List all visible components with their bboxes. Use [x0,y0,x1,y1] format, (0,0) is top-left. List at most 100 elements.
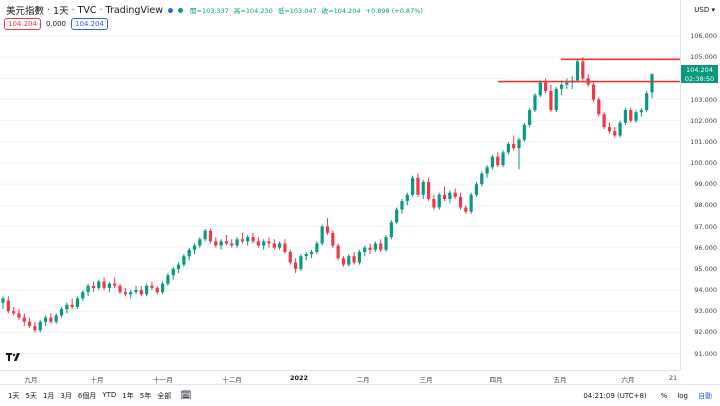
candle [1,296,5,310]
symbol-row[interactable]: 美元指數 · 1天 · TVC · TradingView 開=103.337 … [6,3,426,18]
candle [198,237,202,248]
candle-body [203,230,207,240]
separator: · [99,4,103,16]
candle [538,80,542,98]
candle-body [458,196,463,208]
candle [171,266,175,280]
candle-body [102,281,106,288]
candle [368,243,372,255]
indicator-row[interactable]: 104.204 0.000 104.204 [4,18,108,30]
range-button[interactable]: 6個月 [77,391,97,400]
candle-body [192,245,197,250]
candle-body [357,251,362,263]
candles [1,57,654,333]
indicator-value-blue[interactable]: 104.204 [71,18,108,30]
candle [528,107,532,128]
candle-body [474,184,479,195]
time-tick-label: 2022 [289,374,309,382]
candle [309,249,314,259]
candle [187,247,191,261]
range-button[interactable]: YTD [102,390,117,399]
range-button[interactable]: 1年 [122,391,134,400]
candle-body [442,194,447,199]
candle [384,234,388,252]
currency-label: USD [694,6,710,14]
price-tick-label: 105.000 [690,53,717,62]
price-tick-label: 101.000 [690,137,717,146]
candle-body [129,292,133,295]
indicator-value-red[interactable]: 104.204 [4,18,41,30]
candle-body [123,292,127,295]
range-button[interactable]: 5年 [139,391,152,400]
candle-body [629,110,633,121]
candle [102,277,106,291]
candle [480,171,484,187]
candle-body [597,99,601,115]
candle-body [86,285,90,293]
candle-body [405,194,409,202]
candle-body [17,313,21,318]
log-toggle[interactable]: log [677,391,688,400]
candle-body [171,268,175,276]
candle-body [538,82,542,96]
candle-body [155,287,159,293]
candle [160,281,165,295]
separator: · [47,4,51,16]
candle [22,313,26,327]
separator: · [71,4,75,16]
candle [81,290,85,301]
candle [166,273,170,286]
candle-body [395,209,399,223]
candle-body [575,61,580,81]
percent-toggle[interactable]: % [660,391,668,400]
candle [613,127,617,138]
candle [123,287,127,297]
interval-label[interactable]: 1天 [53,6,69,17]
calendar-icon[interactable]: 🗓 [180,390,192,401]
candle [43,315,48,327]
candle [559,80,564,96]
range-button[interactable]: 3月 [60,391,72,400]
candlestick-chart[interactable] [0,28,680,370]
candle-body [49,317,53,322]
currency-selector[interactable]: USD ▾ [694,6,715,14]
time-axis[interactable]: 九月 十月 十一月 十二月 2022 二月 三月 四月 五月 六月 21 [0,370,680,384]
candle-body [107,283,111,288]
clock-readout[interactable]: 04:21:09 (UTC+8) [583,391,647,400]
price-tick-label: 92.000 [694,328,717,337]
candle-body [293,262,298,269]
range-button[interactable]: 5天 [25,391,37,400]
candle [17,309,21,320]
market-status-icon[interactable] [168,7,173,13]
range-button[interactable]: 1天 [8,391,20,400]
candle [288,249,292,265]
price-axis[interactable]: USD ▾ 106.000105.000104.000103.000102.00… [680,0,720,370]
candle [331,230,335,248]
candle-body [485,167,489,174]
candle [575,59,580,83]
candle-body [262,241,266,246]
live-status-icon[interactable] [178,7,183,13]
time-tick-label: 九月 [24,376,38,384]
candle [182,254,186,267]
candle-body [645,93,649,111]
candle-body [432,199,436,208]
candle-body [613,131,617,136]
time-tick-label: 十一月 [153,376,173,384]
candle [262,239,266,250]
range-button[interactable]: 1月 [42,391,55,400]
candle-body [336,245,340,259]
candle [405,192,409,206]
candle-body [214,241,218,246]
candle-body [65,304,69,310]
range-button[interactable]: 全部 [157,391,172,400]
candle-body [490,156,495,168]
candle [629,107,633,123]
candle-body [639,110,643,113]
open-value: 開=103.337 [190,7,229,15]
candle-body [176,264,181,269]
auto-toggle[interactable]: 自動 [698,391,712,400]
tradingview-logo-icon[interactable] [6,352,20,362]
symbol-name[interactable]: 美元指數 [6,6,45,17]
price-tick-label: 96.000 [694,243,717,252]
